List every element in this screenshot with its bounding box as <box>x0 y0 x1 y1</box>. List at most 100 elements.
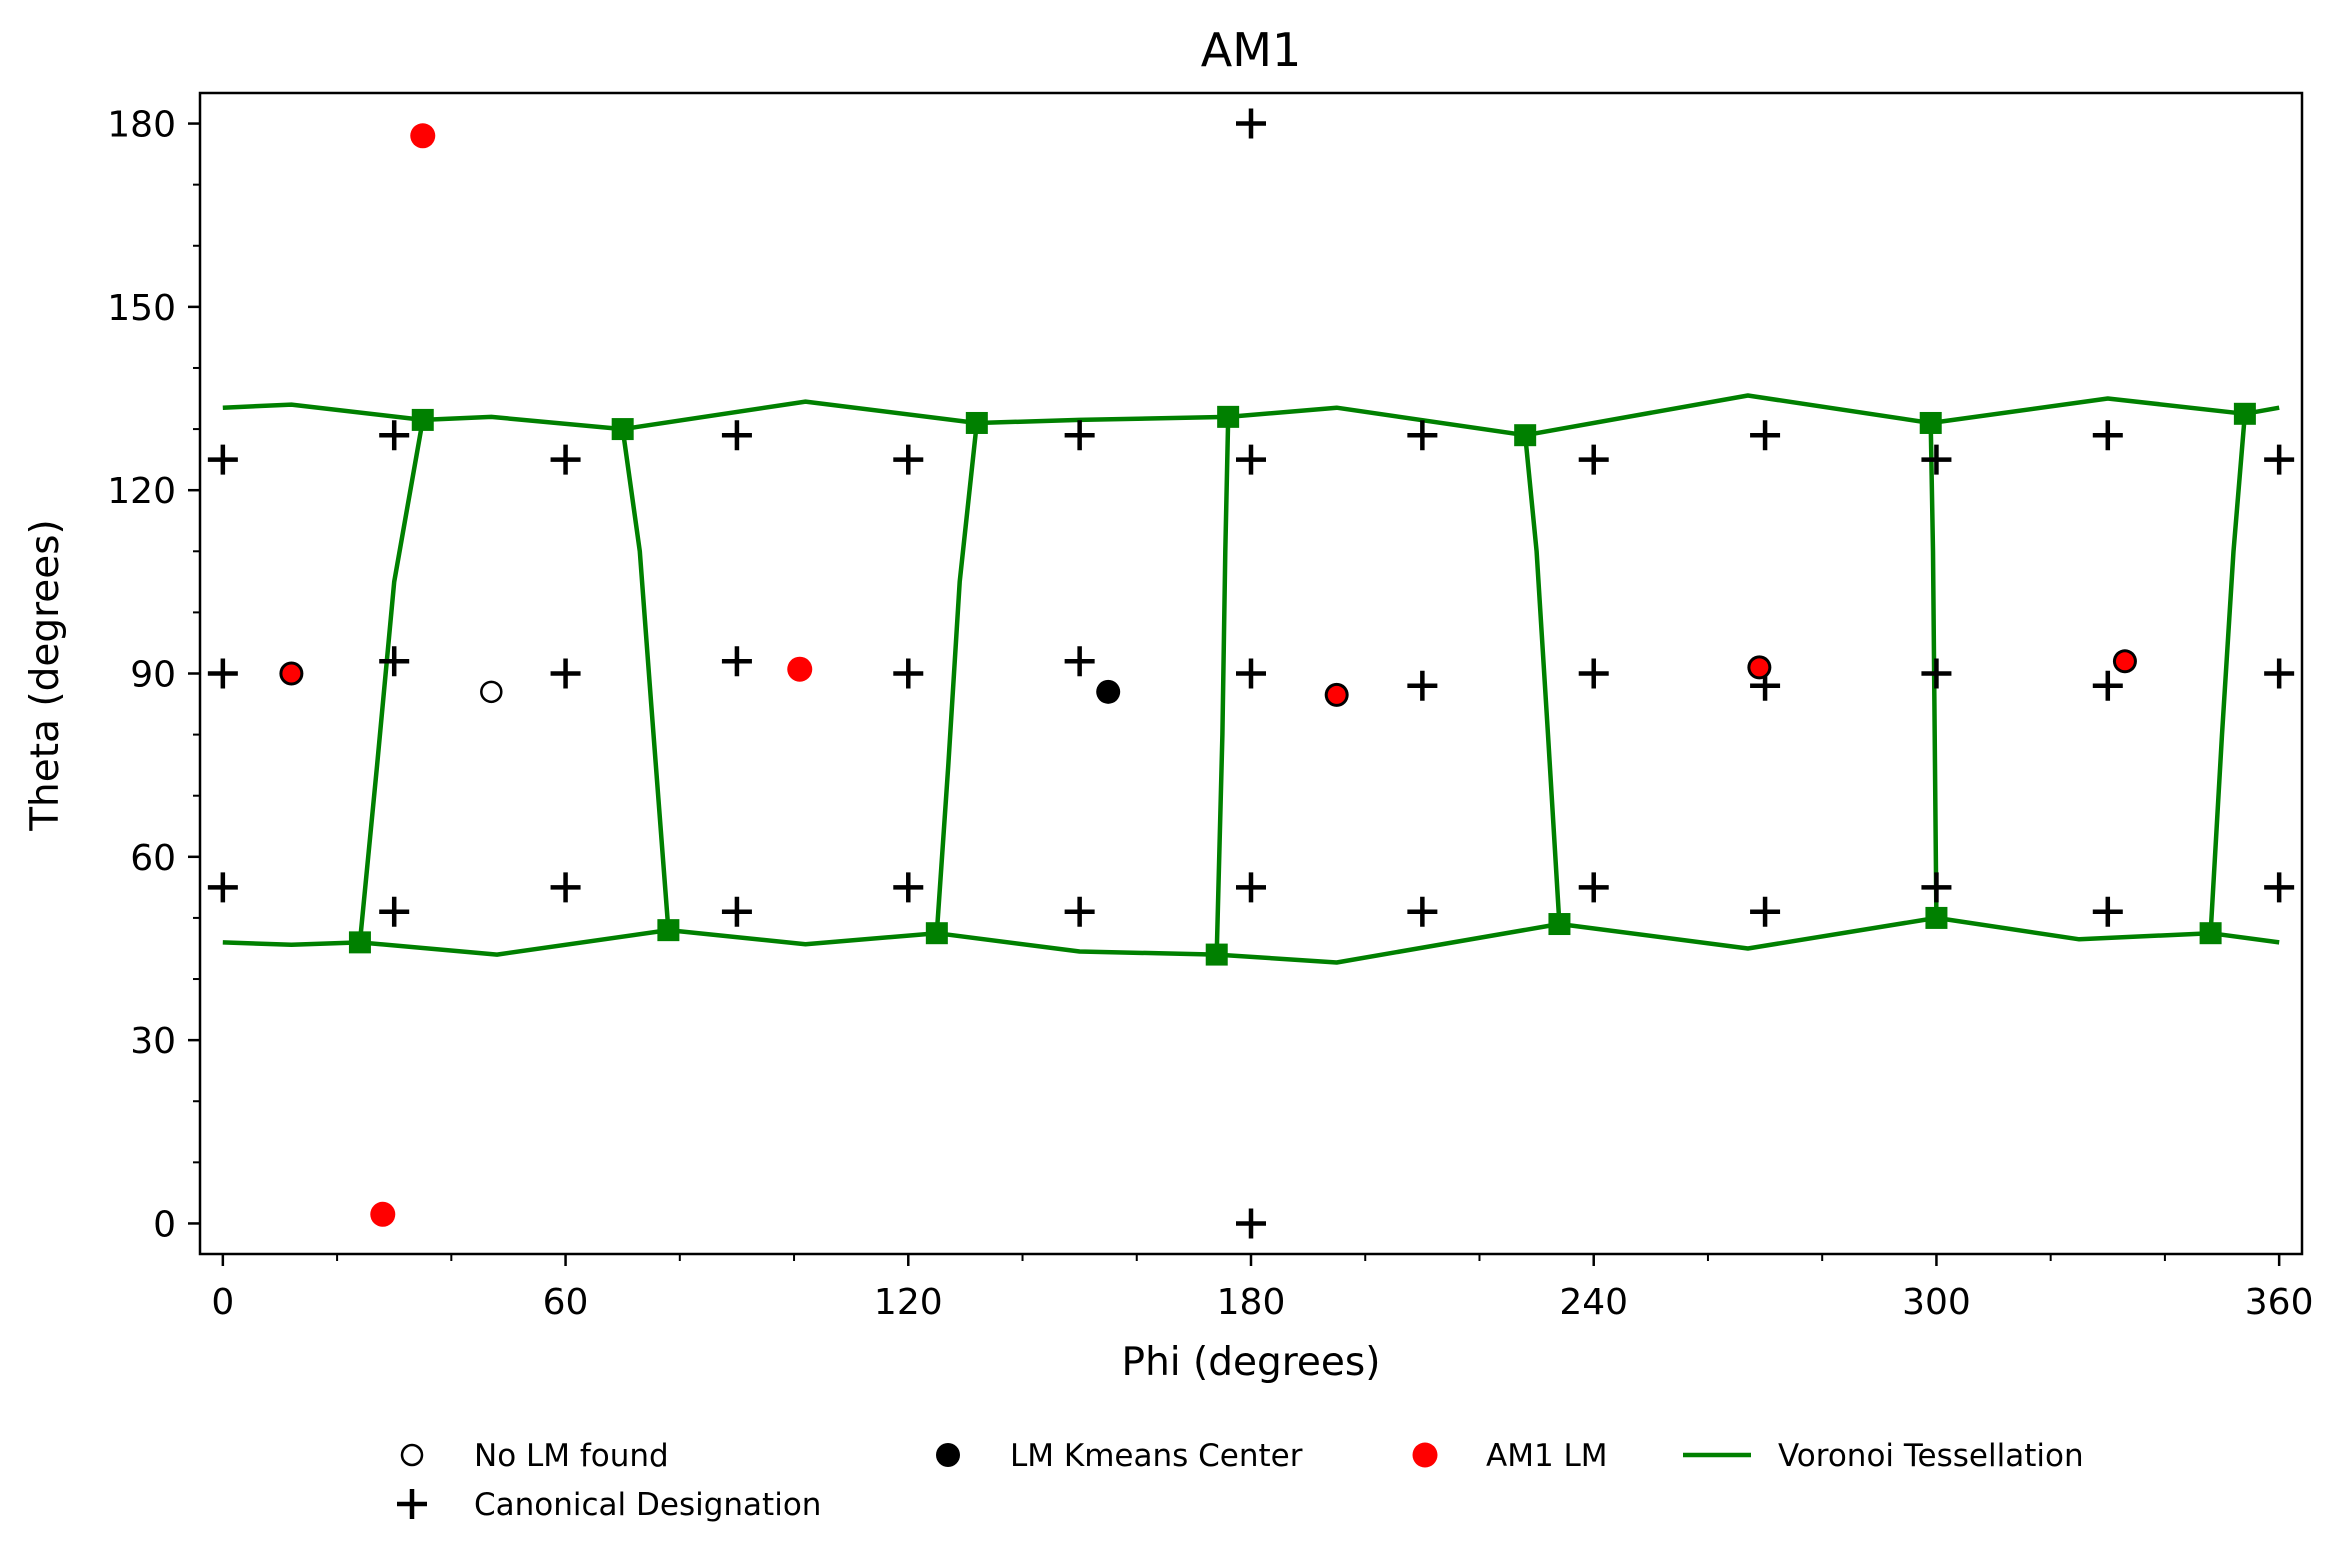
legend-label: LM Kmeans Center <box>1010 1438 1303 1474</box>
canonical-designation-marker <box>1407 670 1438 701</box>
voronoi-edge <box>1522 434 1562 925</box>
voronoi-vertex <box>611 418 634 441</box>
voronoi-top-boundary <box>222 915 2280 965</box>
no-lm-found-point <box>480 680 503 704</box>
canonical-designation-marker <box>2092 670 2123 701</box>
voronoi-edge <box>1928 422 1939 918</box>
am1-lm-point <box>2115 652 2134 671</box>
canonical-designation-marker <box>379 420 410 451</box>
voronoi-edge <box>1214 416 1231 955</box>
canonical-designation-marker <box>1750 896 1781 927</box>
y-tick-label: 120 <box>107 471 176 512</box>
voronoi-vertex <box>2199 922 2222 945</box>
canonical-designation-marker <box>721 420 752 451</box>
axes: 0 60 120 180 240 300 360 0 30 60 90 120 150 180 <box>107 105 2313 1323</box>
legend-label: AM1 LM <box>1486 1438 1608 1474</box>
am1-lm-point <box>1750 658 1769 677</box>
x-tick-label: 360 <box>2245 1282 2314 1323</box>
voronoi-vertex <box>1205 943 1228 966</box>
canonical-designation-marker <box>550 872 581 903</box>
canonical-designation-marker <box>207 444 238 475</box>
voronoi-bottom-boundary <box>222 393 2280 438</box>
y-tick-label: 30 <box>130 1021 176 1062</box>
legend: No LM found LM Kmeans Center AM1 LM Voronoi… <box>397 1438 2084 1523</box>
canonical-designation-marker <box>1407 420 1438 451</box>
canonical-designation-marker <box>1236 658 1266 689</box>
canonical-designation-marker <box>207 658 238 689</box>
voronoi-vertex <box>925 922 948 945</box>
canonical-designation-marker <box>2264 658 2295 689</box>
x-tick-label: 300 <box>1902 1282 1971 1323</box>
canonical-designation-marker <box>893 658 924 689</box>
voronoi-vertex <box>1548 913 1571 936</box>
canonical-designation-marker <box>1921 658 1952 689</box>
y-axis-label: Theta (degrees) <box>23 519 68 832</box>
y-tick-label: 180 <box>107 105 176 146</box>
x-tick-label: 0 <box>211 1282 234 1323</box>
chart-title: AM1 <box>1201 23 1301 77</box>
voronoi-vertex <box>657 919 680 942</box>
canonical-designation-marker <box>1578 872 1609 903</box>
y-tick-label: 0 <box>153 1204 176 1245</box>
legend-lm-kmeans-center-marker <box>936 1443 960 1467</box>
voronoi-vertex <box>1919 411 1942 434</box>
lm-kmeans-center-point <box>1096 679 1121 704</box>
legend-canonical-marker <box>397 1489 427 1519</box>
canonical-designation-marker <box>1407 896 1438 927</box>
am1-lm-point <box>370 1201 396 1227</box>
legend-label: Voronoi Tessellation <box>1778 1438 2084 1474</box>
x-tick-label: 60 <box>543 1282 589 1323</box>
canonical-designation-marker <box>1921 872 1952 903</box>
am1-lm-point <box>1327 685 1346 704</box>
canonical-designation-marker <box>1750 420 1781 451</box>
canonical-designation-marker <box>550 444 581 475</box>
am1-lm-point <box>282 664 301 683</box>
canonical-designation-marker <box>1064 646 1095 677</box>
canonical-designation-marker <box>550 658 581 689</box>
x-axis-label: Phi (degrees) <box>1122 1340 1381 1385</box>
canonical-designation-marker <box>379 646 410 677</box>
voronoi-vertex <box>2233 402 2256 425</box>
y-tick-label: 60 <box>130 838 176 879</box>
canonical-designation-marker <box>1064 420 1095 451</box>
canonical-designation-marker <box>893 444 924 475</box>
plot-area <box>207 108 2295 1239</box>
canonical-designation-marker <box>1578 658 1609 689</box>
voronoi-edge <box>934 422 980 934</box>
canonical-designation-marker <box>2264 872 2295 903</box>
voronoi-vertex <box>1514 424 1537 447</box>
am1-lm-point <box>787 656 813 682</box>
voronoi-edge <box>620 428 671 931</box>
legend-label: No LM found <box>474 1438 669 1474</box>
canonical-designation-marker <box>1578 444 1609 475</box>
x-tick-label: 240 <box>1559 1282 1628 1323</box>
voronoi-edge <box>2208 413 2248 934</box>
am1-lm-point <box>410 123 436 149</box>
canonical-designation-marker <box>1236 872 1266 903</box>
canonical-designation-marker <box>721 646 752 677</box>
voronoi-edge <box>357 419 426 943</box>
canonical-designation-marker <box>379 896 410 927</box>
canonical-designation-marker <box>1236 108 1266 139</box>
voronoi-vertex <box>965 411 988 434</box>
legend-am1-lm-marker <box>1412 1442 1438 1468</box>
canonical-designation-marker <box>1236 1208 1266 1239</box>
voronoi-vertex <box>411 408 434 431</box>
canonical-designation-marker <box>893 872 924 903</box>
canonical-designation-marker <box>207 872 238 903</box>
x-tick-label: 180 <box>1217 1282 1286 1323</box>
canonical-designation-marker <box>1921 444 1952 475</box>
y-tick-label: 90 <box>130 655 176 696</box>
legend-label: Canonical Designation <box>474 1487 821 1523</box>
voronoi-vertex <box>1217 405 1240 428</box>
x-tick-label: 120 <box>874 1282 943 1323</box>
voronoi-vertex <box>348 931 371 954</box>
canonical-designation-marker <box>1236 444 1266 475</box>
y-tick-label: 150 <box>107 288 176 329</box>
legend-no-lm-found-marker <box>400 1443 424 1467</box>
canonical-designation-marker <box>2264 444 2295 475</box>
canonical-designation-marker <box>721 896 752 927</box>
canonical-designation-marker <box>1064 896 1095 927</box>
